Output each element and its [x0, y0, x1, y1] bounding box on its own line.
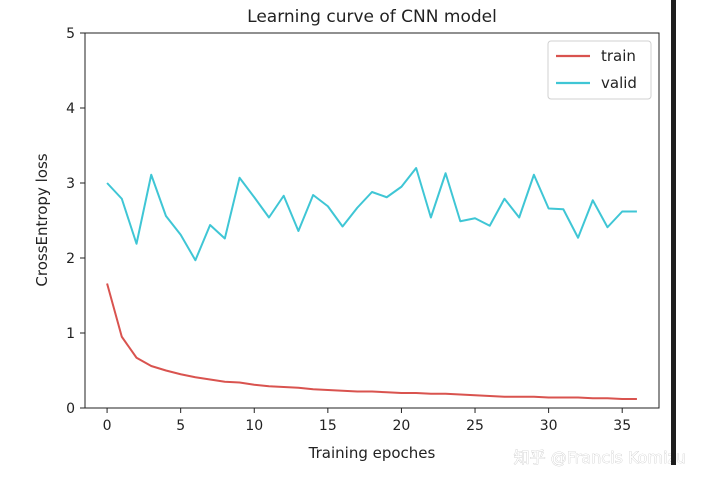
- legend: train valid: [547, 40, 652, 100]
- y-tick-label: 2: [66, 251, 75, 267]
- y-tick-label: 3: [66, 176, 75, 192]
- y-tick-label: 5: [66, 26, 75, 42]
- watermark: 知乎 @Francis Komizu: [514, 448, 686, 467]
- x-tick-label: 0: [103, 418, 112, 434]
- x-tick-label: 10: [245, 418, 263, 434]
- x-tick-label: 15: [319, 418, 337, 434]
- y-tick-label: 4: [66, 101, 75, 117]
- x-axis-label: Training epoches: [308, 444, 436, 462]
- y-axis: 0 1 2 3 4 5: [66, 26, 85, 417]
- x-tick-label: 20: [393, 418, 411, 434]
- window-edge-bar: [671, 0, 676, 465]
- series-line-train: [106, 283, 637, 400]
- legend-label-valid: valid: [601, 74, 637, 92]
- x-axis: 0 5 10 15 20 25 30 35: [103, 408, 631, 434]
- x-tick-label: 35: [613, 418, 631, 434]
- series-layer: [106, 167, 637, 400]
- x-tick-label: 5: [176, 418, 185, 434]
- y-tick-label: 1: [66, 326, 75, 342]
- plot-frame: [84, 32, 660, 409]
- series-line-valid: [106, 167, 637, 262]
- legend-label-train: train: [601, 47, 636, 65]
- x-tick-label: 30: [540, 418, 558, 434]
- y-axis-label: CrossEntropy loss: [33, 153, 51, 286]
- y-tick-label: 0: [66, 401, 75, 417]
- x-tick-label: 25: [466, 418, 484, 434]
- chart-title: Learning curve of CNN model: [247, 7, 497, 27]
